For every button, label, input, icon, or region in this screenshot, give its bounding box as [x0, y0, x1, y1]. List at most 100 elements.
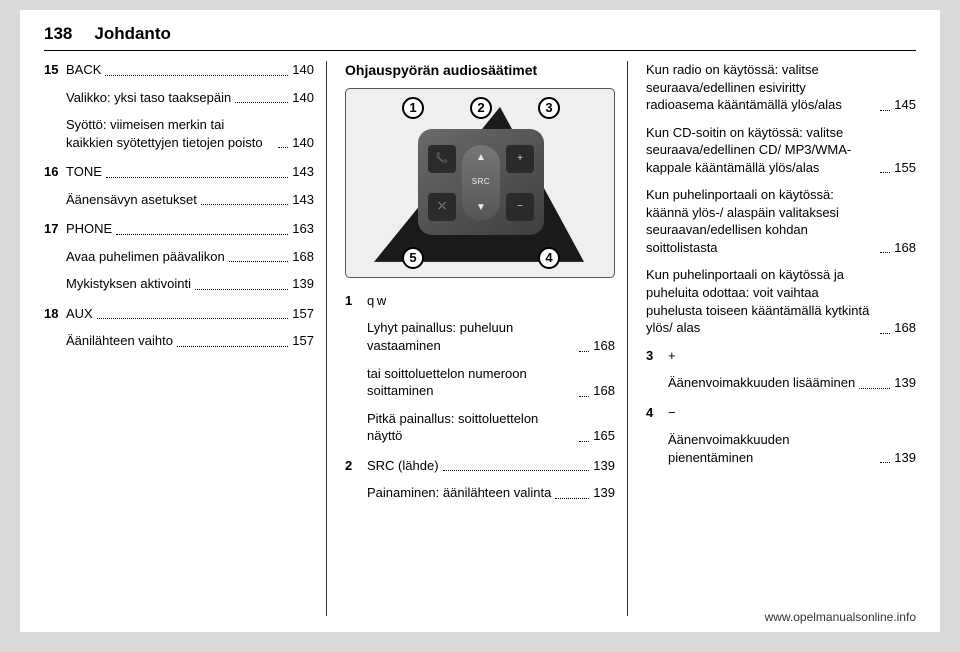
- toc-entry: 17PHONE163Avaa puhelimen päävalikon168My…: [44, 220, 314, 293]
- sub-page: 143: [292, 191, 314, 209]
- entry-sub: Pitkä painallus: soittoluettelon näyttö1…: [367, 410, 615, 445]
- sub-page: 139: [894, 374, 916, 392]
- col2-entries: 1q w Lyhyt painallus: puheluun vastaamine…: [345, 292, 615, 502]
- entry-number: 1: [345, 292, 367, 310]
- sub-page: 157: [292, 332, 314, 350]
- page-number: 138: [44, 24, 72, 44]
- dot-leader: [105, 75, 288, 76]
- sub-page: 139: [292, 275, 314, 293]
- sub-text: Avaa puhelimen päävalikon: [66, 248, 225, 266]
- col3-continuation: Kun radio on käytössä: valitse seuraava/…: [646, 61, 916, 337]
- page-title: Johdanto: [94, 24, 171, 44]
- entry-number: 17: [44, 220, 66, 238]
- sub-text: Pitkä painallus: soittoluettelon näyttö: [367, 410, 575, 445]
- toc-entry: 16TONE143Äänensävyn asetukset143: [44, 163, 314, 208]
- entry-sub: Painaminen: äänilähteen valinta139: [367, 484, 615, 502]
- entry-sub: Äänenvoimakkuuden lisääminen 139: [668, 374, 916, 392]
- sub-text: Äänenvoimakkuuden pienentäminen: [668, 431, 876, 466]
- down-arrow-icon: ▼: [476, 201, 486, 215]
- src-wheel-graphic: ▲ SRC ▼: [462, 145, 500, 221]
- dot-leader: [880, 462, 890, 463]
- entry-body: −Äänenvoimakkuuden pienentäminen139: [668, 404, 916, 467]
- cont-page: 168: [894, 239, 916, 257]
- sub-page: 168: [593, 382, 615, 400]
- sub-text: Syöttö: viimeisen merkin tai kaikkien sy…: [66, 116, 274, 151]
- entry-body: BACK 140Valikko: yksi taso taaksepäin 140 S…: [66, 61, 314, 151]
- sub-text: Valikko: yksi taso taaksepäin: [66, 89, 231, 107]
- dot-leader: [177, 346, 288, 347]
- dot-leader: [880, 333, 890, 334]
- callout-1: 1: [402, 97, 424, 119]
- column-1: 15BACK 140 Valikko: yksi taso taaksepäin 14…: [44, 61, 327, 616]
- dot-leader: [579, 396, 589, 397]
- entry-sub: tai soittoluettelon numeroon soittaminen…: [367, 365, 615, 400]
- sub-text: Lyhyt painallus: puheluun vastaaminen: [367, 319, 575, 354]
- manual-page: 138 Johdanto 15BACK140Valikko: yksi taso…: [20, 10, 940, 632]
- dot-leader: [555, 498, 589, 499]
- sub-text: Mykistyksen aktivointi: [66, 275, 191, 293]
- toc-entry: 4−Äänenvoimakkuuden pienentäminen139: [646, 404, 916, 467]
- entry-label: BACK: [66, 61, 101, 79]
- sub-text: Äänenvoimakkuuden lisääminen: [668, 374, 855, 392]
- minus-button-graphic: −: [506, 193, 534, 221]
- entry-label: PHONE: [66, 220, 112, 238]
- toc-entry: 1q w Lyhyt painallus: puheluun vastaamine…: [345, 292, 615, 445]
- entry-label: q w: [367, 292, 386, 310]
- entry-body: +Äänenvoimakkuuden lisääminen139: [668, 347, 916, 392]
- footer-url: www.opelmanualsonline.info: [765, 610, 916, 624]
- sub-page: 140: [292, 89, 314, 107]
- cont-text: Kun puhelinportaali on käytössä ja puhel…: [646, 266, 876, 336]
- entry-number: 18: [44, 305, 66, 323]
- entry-number: 3: [646, 347, 668, 365]
- dot-leader: [97, 318, 289, 319]
- entry-number: 15: [44, 61, 66, 79]
- entry-sub: Mykistyksen aktivointi 139: [66, 275, 314, 293]
- column-2: Ohjauspyörän audiosäätimet 📞 ⤫ + − ▲ SRC…: [345, 61, 628, 616]
- entry-body: AUX157Äänilähteen vaihto157: [66, 305, 314, 350]
- entry-sub: Äänilähteen vaihto157: [66, 332, 314, 350]
- cont-text: Kun puhelinportaali on käytössä: käännä …: [646, 186, 876, 256]
- toc-entry: 3+Äänenvoimakkuuden lisääminen139: [646, 347, 916, 392]
- cont-page: 155: [894, 159, 916, 177]
- entry-sub: Valikko: yksi taso taaksepäin 140: [66, 89, 314, 107]
- dot-leader: [201, 204, 288, 205]
- cont-page: 168: [894, 319, 916, 337]
- dot-leader: [880, 252, 890, 253]
- entry-number: 2: [345, 457, 367, 475]
- cont-text: Kun CD-soitin on käytössä: valitse seura…: [646, 124, 876, 177]
- src-label: SRC: [472, 177, 490, 188]
- continuation-block: Kun puhelinportaali on käytössä: käännä …: [646, 186, 916, 256]
- entry-label: SRC (lähde): [367, 457, 439, 475]
- continuation-block: Kun radio on käytössä: valitse seuraava/…: [646, 61, 916, 114]
- steering-wheel-figure: 📞 ⤫ + − ▲ SRC ▼ 1 2 3 4 5: [345, 88, 615, 278]
- dot-leader: [106, 177, 288, 178]
- callout-4: 4: [538, 247, 560, 269]
- entry-body: SRC (lähde) 139 Painaminen: äänilähteen va…: [367, 457, 615, 502]
- toc-entry: 2SRC (lähde) 139 Painaminen: äänilähteen v…: [345, 457, 615, 502]
- dot-leader: [443, 470, 590, 471]
- dot-leader: [229, 261, 289, 262]
- phone-answer-button-graphic: 📞: [428, 145, 456, 173]
- phone-hangup-button-graphic: ⤫: [428, 193, 456, 221]
- entry-sub: Lyhyt painallus: puheluun vastaaminen 168: [367, 319, 615, 354]
- steering-wheel-heading: Ohjauspyörän audiosäätimet: [345, 61, 615, 80]
- callout-2: 2: [470, 97, 492, 119]
- continuation-block: Kun puhelinportaali on käytössä ja puhel…: [646, 266, 916, 336]
- sub-page: 168: [593, 337, 615, 355]
- sub-page: 139: [894, 449, 916, 467]
- entry-number: 4: [646, 404, 668, 422]
- dot-leader: [579, 441, 589, 442]
- entry-page: 163: [292, 220, 314, 238]
- sub-text: Painaminen: äänilähteen valinta: [367, 484, 551, 502]
- dot-leader: [235, 102, 288, 103]
- cont-page: 145: [894, 96, 916, 114]
- col1-entries: 15BACK 140 Valikko: yksi taso taaksepäin 14…: [44, 61, 314, 350]
- continuation-block: Kun CD-soitin on käytössä: valitse seura…: [646, 124, 916, 177]
- col3-entries: 3+Äänenvoimakkuuden lisääminen1394−Äänen…: [646, 347, 916, 467]
- plus-button-graphic: +: [506, 145, 534, 173]
- entry-sub: Syöttö: viimeisen merkin tai kaikkien sy…: [66, 116, 314, 151]
- entry-label: AUX: [66, 305, 93, 323]
- entry-page: 139: [593, 457, 615, 475]
- dot-leader: [859, 388, 890, 389]
- entry-page: 157: [292, 305, 314, 323]
